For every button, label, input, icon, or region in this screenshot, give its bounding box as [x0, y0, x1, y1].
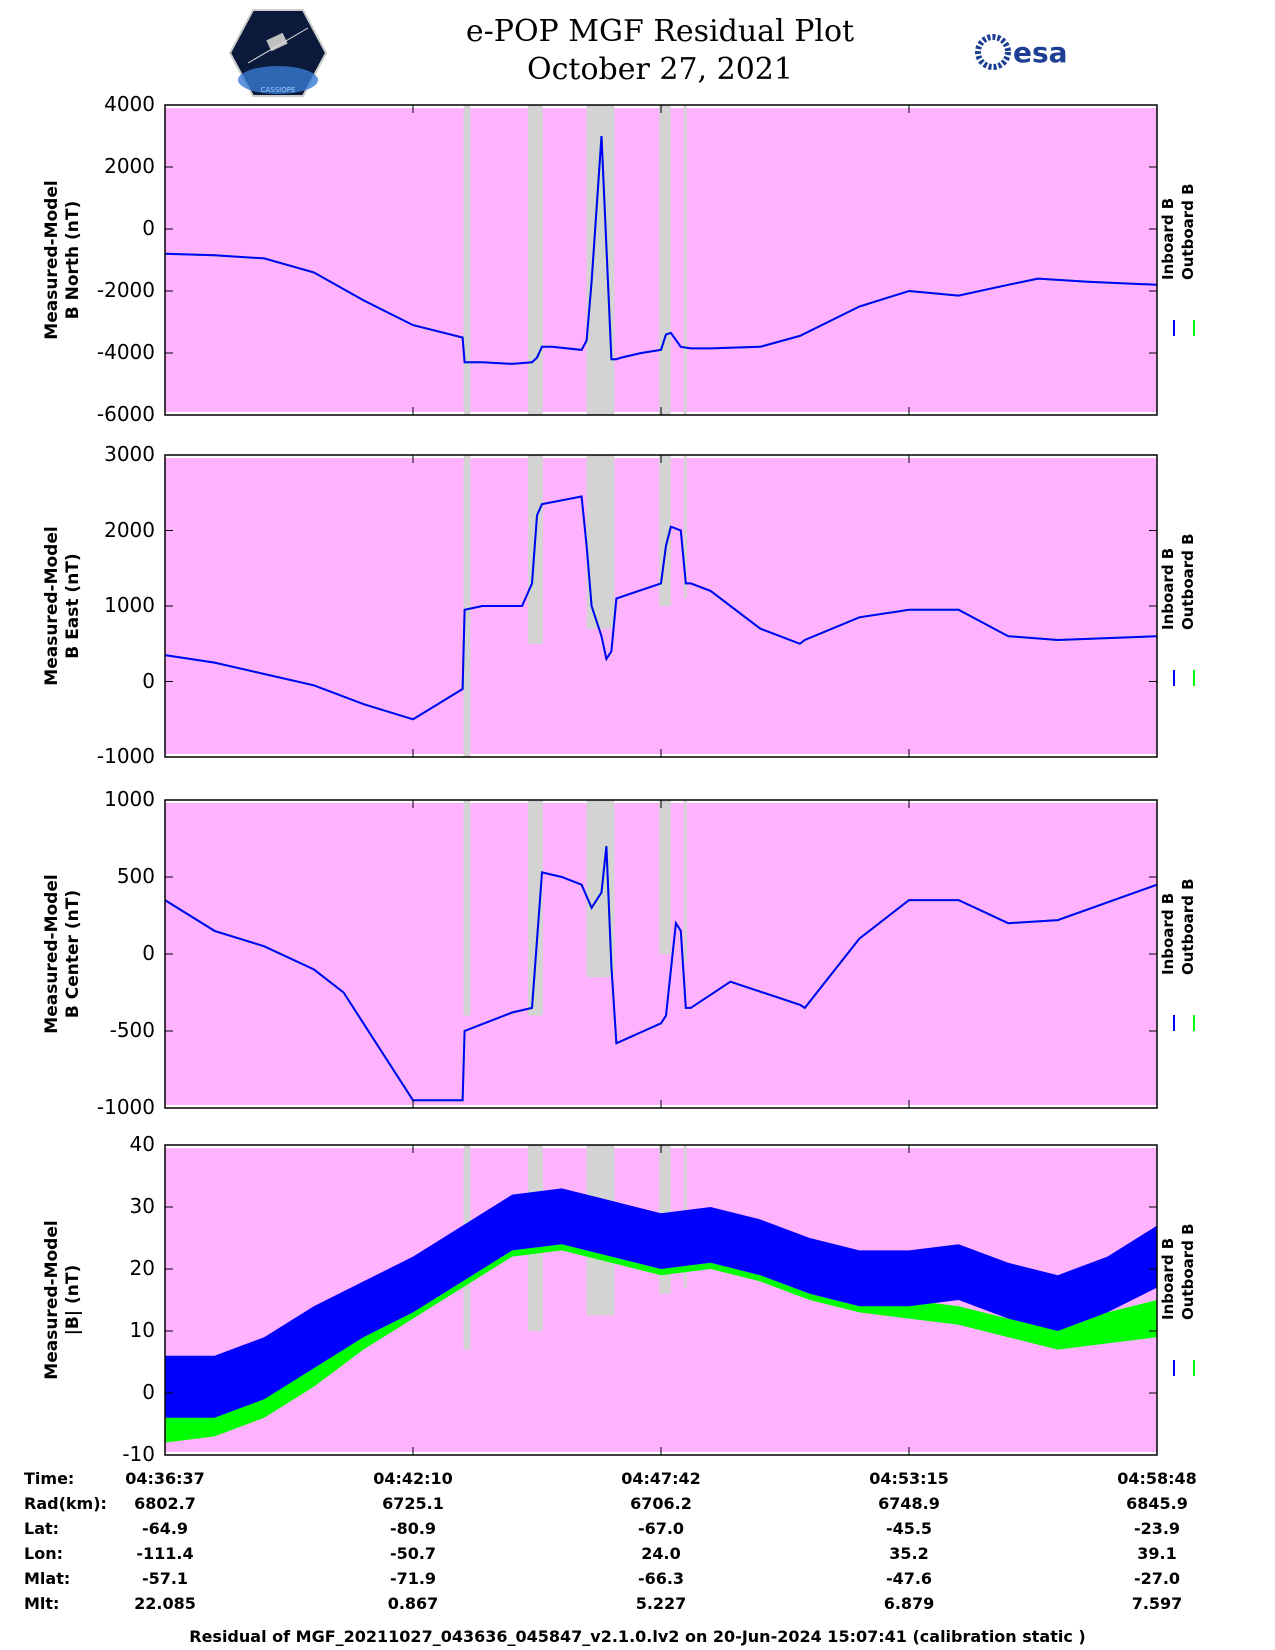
y-tick-label: 500: [116, 864, 155, 888]
y-axis-label: Measured-Model B Center (nT): [42, 874, 83, 1034]
info-cell: 5.227: [635, 1594, 687, 1613]
info-cell: 6725.1: [382, 1494, 444, 1513]
info-cell: -23.9: [1133, 1519, 1181, 1538]
y-tick-label: -10: [122, 1442, 155, 1466]
data-gap: [683, 800, 687, 962]
data-gap: [528, 455, 543, 644]
info-cell: 6.879: [883, 1594, 935, 1613]
footer-caption: Residual of MGF_20211027_043636_045847_v…: [189, 1627, 1086, 1646]
cassiope-logo: CASSIOPE: [228, 8, 328, 98]
data-gap: [528, 105, 543, 415]
info-cell: -64.9: [141, 1519, 189, 1538]
info-cell: -27.0: [1133, 1569, 1181, 1588]
y-tick-label: 2000: [104, 154, 155, 178]
y-axis-label: Measured-Model |B| (nT): [42, 1220, 83, 1380]
info-cell: 24.0: [641, 1544, 681, 1563]
series-line-inboard-b: [164, 495, 1158, 721]
info-row-label: Mlt:: [24, 1594, 60, 1613]
y-tick-label: 0: [142, 668, 155, 693]
data-gap: [528, 800, 543, 1016]
y-tick-label: 40: [129, 1132, 155, 1156]
y-axis-label: Measured-Model B East (nT): [42, 526, 83, 686]
info-cell: 0.867: [387, 1594, 439, 1613]
chart-title-line2: October 27, 2021: [527, 52, 793, 87]
y-tick-label: 3000: [104, 442, 155, 466]
data-gap: [683, 455, 687, 599]
data-gap: [463, 800, 471, 1016]
y-tick-label: 0: [142, 1380, 155, 1404]
series-band-inboard-b: [165, 1188, 1157, 1418]
info-cell: 6748.9: [878, 1494, 940, 1513]
info-cell: 39.1: [1137, 1544, 1177, 1563]
info-row-label: Lat:: [24, 1519, 60, 1538]
legend: Inboard B Outboard B: [1159, 1223, 1197, 1320]
y-tick-label: -1000: [96, 1095, 155, 1119]
data-gap: [659, 455, 671, 606]
y-tick-label: -6000: [96, 402, 155, 426]
info-cell: 6802.7: [134, 1494, 196, 1513]
legend: Inboard B Outboard B: [1159, 183, 1197, 280]
y-axis-label: Measured-Model B North (nT): [42, 180, 83, 340]
series-line-inboard-b: [164, 846, 1158, 1102]
legend: Inboard B Outboard B: [1159, 533, 1197, 630]
data-gap: [659, 105, 671, 415]
y-tick-label: 2000: [104, 517, 155, 542]
y-tick-label: -1000: [96, 744, 155, 768]
esa-logo: esa: [975, 32, 1095, 72]
info-row-label: Lon:: [24, 1544, 63, 1563]
y-tick-label: 4000: [104, 92, 155, 116]
x-tick-label: 04:47:42: [621, 1469, 701, 1488]
y-tick-label: 30: [129, 1194, 155, 1218]
info-cell: -111.4: [136, 1544, 194, 1563]
info-cell: -80.9: [389, 1519, 437, 1538]
data-gap: [683, 105, 687, 415]
chart-title-line1: e-POP MGF Residual Plot: [465, 14, 855, 49]
x-tick-label: 04:53:15: [869, 1469, 949, 1488]
data-gap: [463, 455, 471, 757]
info-cell: 22.085: [134, 1594, 196, 1613]
y-tick-label: -2000: [96, 278, 155, 302]
info-row-label: Rad(km):: [24, 1494, 107, 1513]
info-cell: -57.1: [141, 1569, 189, 1588]
y-tick-label: -500: [109, 1018, 155, 1042]
x-tick-label: 04:42:10: [373, 1469, 453, 1488]
svg-text:CASSIOPE: CASSIOPE: [261, 86, 296, 94]
info-cell: 6706.2: [630, 1494, 692, 1513]
info-cell: 35.2: [889, 1544, 929, 1563]
info-row-label: Time:: [24, 1469, 75, 1488]
info-cell: -66.3: [637, 1569, 685, 1588]
x-tick-label: 04:58:48: [1117, 1469, 1197, 1488]
data-gap: [463, 105, 471, 415]
y-tick-label: 0: [142, 216, 155, 240]
series-line-inboard-b: [164, 135, 1158, 365]
y-tick-label: 0: [142, 941, 155, 965]
series-band-outboard-b: [165, 1244, 1157, 1443]
info-cell: -71.9: [389, 1569, 437, 1588]
y-tick-label: 1000: [104, 593, 155, 617]
info-cell: -67.0: [637, 1519, 685, 1538]
info-cell: -47.6: [885, 1569, 933, 1588]
y-tick-label: 1000: [104, 787, 155, 811]
data-gap: [659, 800, 671, 954]
x-tick-label: 04:36:37: [125, 1469, 205, 1488]
info-cell: -45.5: [885, 1519, 933, 1538]
info-cell: 6845.9: [1126, 1494, 1188, 1513]
y-tick-label: -4000: [96, 340, 155, 364]
info-cell: -50.7: [389, 1544, 437, 1563]
legend: Inboard B Outboard B: [1159, 878, 1197, 975]
svg-text:esa: esa: [1013, 36, 1068, 69]
y-tick-label: 20: [129, 1256, 155, 1280]
info-row-label: Mlat:: [24, 1569, 71, 1588]
info-cell: 7.597: [1131, 1594, 1183, 1613]
y-tick-label: 10: [129, 1318, 155, 1342]
